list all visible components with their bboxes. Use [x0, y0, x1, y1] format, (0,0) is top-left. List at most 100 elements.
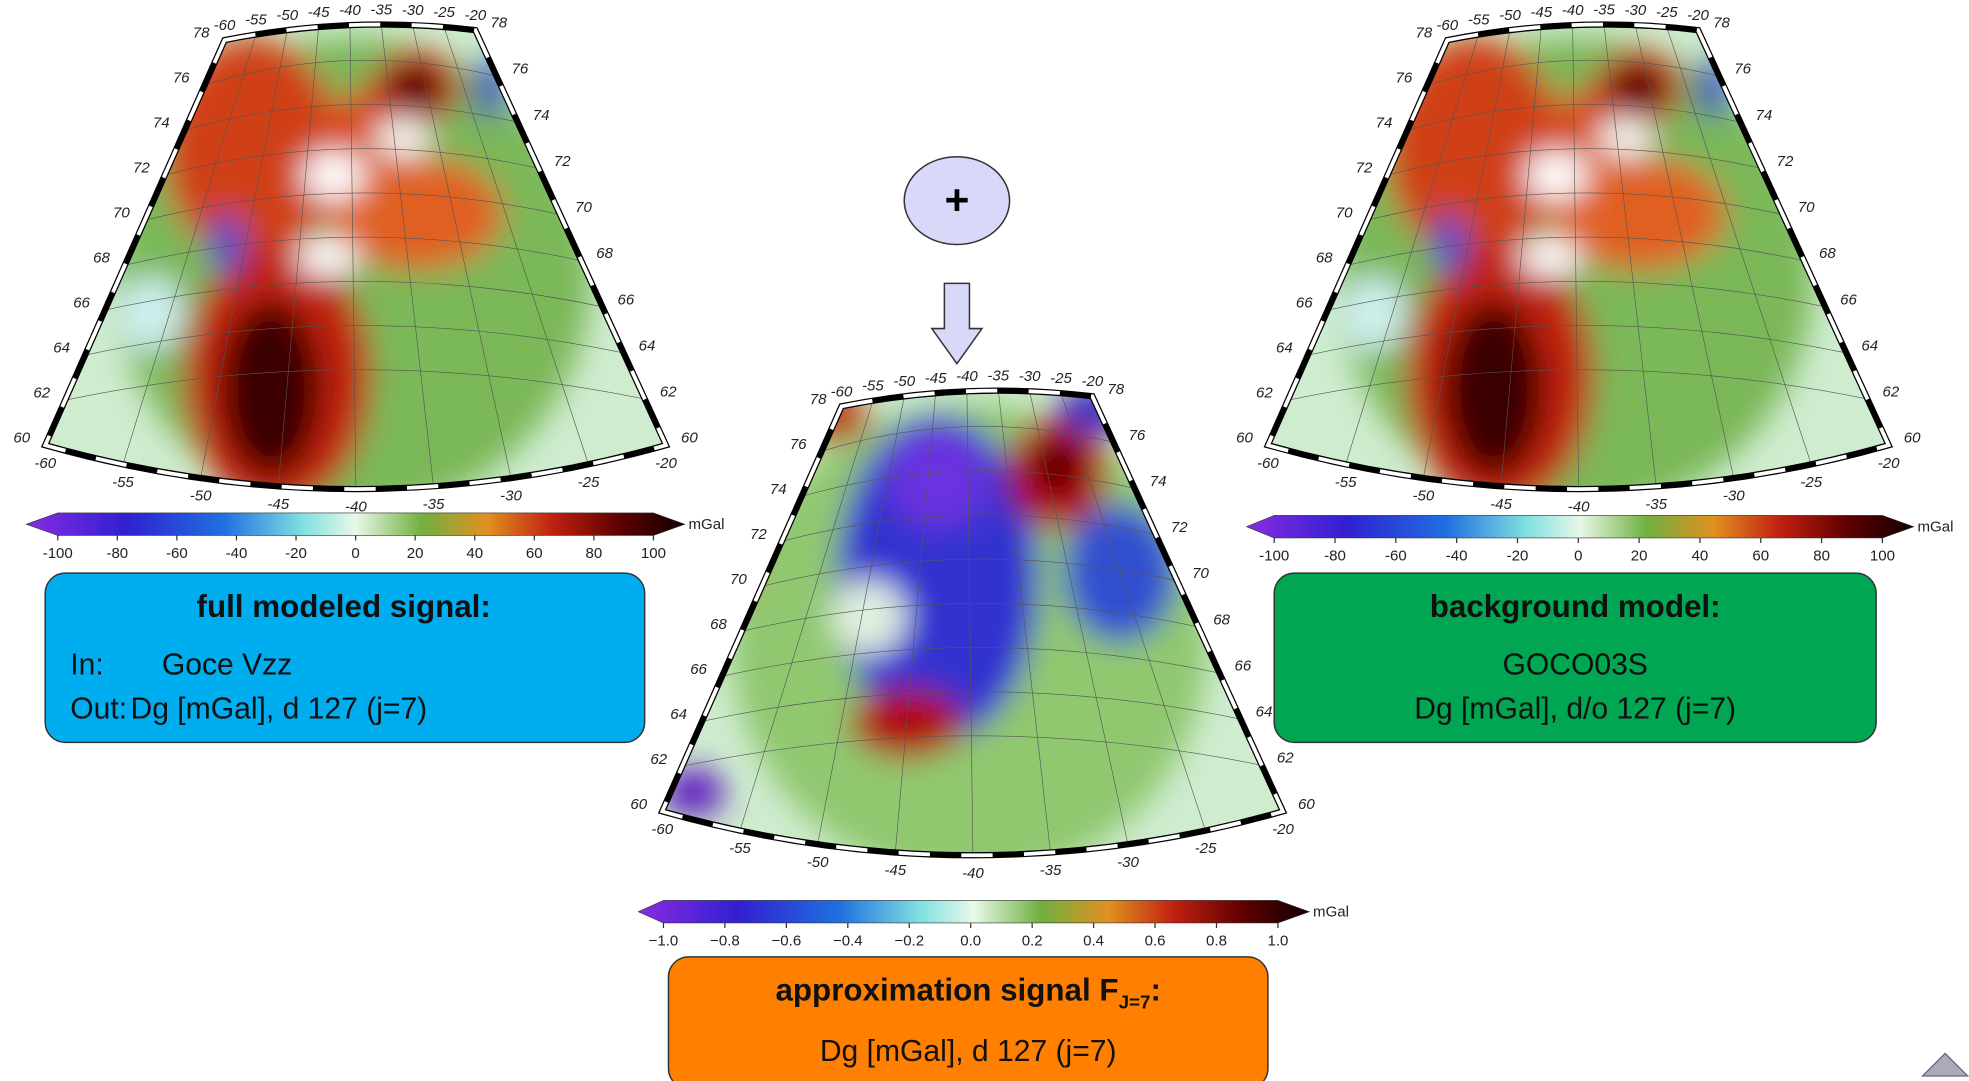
lat-label: 76	[512, 61, 529, 78]
lon-label: -30	[500, 488, 522, 505]
lat-label: 64	[1276, 340, 1293, 357]
lat-label: 68	[1316, 250, 1333, 267]
lon-label: -35	[987, 368, 1009, 385]
colorbar-tick-label: 60	[1752, 548, 1769, 565]
colorbar-tick-label: 0.0	[960, 933, 981, 950]
lon-label: -45	[1530, 4, 1552, 21]
field-blob	[832, 579, 907, 654]
lat-label: 60	[1904, 430, 1921, 447]
colorbar-tick-label: -80	[1324, 548, 1346, 565]
lon-label: -50	[1499, 7, 1521, 24]
title-subscript: J=7	[1119, 991, 1151, 1012]
lat-label: 62	[1277, 750, 1294, 767]
lat-label: 64	[1861, 337, 1878, 354]
lat-label: 68	[596, 245, 613, 262]
colorbar-tick-label: 80	[585, 545, 602, 562]
colorbar-tick-label: −0.8	[710, 933, 740, 950]
lat-label: 76	[1734, 61, 1751, 78]
lon-label: -20	[1878, 455, 1900, 472]
lon-label: -25	[578, 474, 600, 491]
lat-label: 76	[1396, 70, 1413, 87]
colorbar-tick-label: 20	[1631, 548, 1648, 565]
lon-label: -50	[190, 488, 212, 505]
lon-label: -60	[1257, 455, 1279, 472]
colorbar	[1247, 515, 1914, 538]
box-text: GOCO03S	[1502, 649, 1647, 682]
scroll-icon	[1923, 1053, 1968, 1076]
lat-label: 78	[193, 25, 210, 42]
lat-label: 64	[639, 337, 656, 354]
lon-label: -45	[884, 862, 906, 879]
lon-label: -45	[267, 496, 289, 513]
lat-label: 64	[670, 706, 687, 723]
lat-label: 64	[53, 340, 70, 357]
lon-label: -60	[831, 383, 853, 400]
lat-label: 66	[1840, 291, 1857, 308]
lat-label: 76	[790, 436, 807, 453]
field-blob	[375, 118, 430, 158]
lon-label: -45	[925, 370, 947, 387]
lon-label: -40	[1568, 499, 1590, 516]
lon-label: -30	[1624, 2, 1646, 19]
title-text: approximation signal F	[775, 973, 1118, 1008]
lon-label: -55	[245, 11, 267, 28]
title-suffix: :	[1150, 973, 1160, 1008]
lat-label: 62	[1256, 385, 1273, 402]
lat-label: 70	[1798, 199, 1815, 216]
map-field-blur	[1337, 38, 1814, 515]
lat-label: 60	[1298, 796, 1315, 813]
colorbar-tick-label: 0.2	[1022, 933, 1043, 950]
lon-label: -35	[1593, 1, 1615, 18]
box-text: Dg [mGal], d/o 127 (j=7)	[1414, 693, 1736, 726]
field-blob	[1443, 301, 1543, 477]
lon-label: -45	[1490, 496, 1512, 513]
lon-label: -25	[1195, 840, 1217, 857]
arrow	[932, 283, 982, 363]
lat-label: 78	[1107, 381, 1124, 398]
lon-label: -60	[1436, 17, 1458, 34]
lat-label: 74	[1150, 473, 1167, 490]
lat-label: 70	[113, 205, 130, 222]
lat-label: 66	[690, 661, 707, 678]
colorbar-unit: mGal	[1918, 519, 1954, 536]
colorbar-tick-label: 0.8	[1206, 933, 1227, 950]
lon-label: -60	[214, 17, 236, 34]
lon-label: -30	[402, 2, 424, 19]
lon-label: -25	[1656, 4, 1678, 21]
lon-label: -25	[1050, 370, 1072, 387]
lat-label: 66	[1296, 295, 1313, 312]
colorbar-tick-label: 60	[526, 545, 543, 562]
colorbar-tick-label: −0.2	[894, 933, 924, 950]
lat-label: 60	[1236, 430, 1253, 447]
colorbar-tick-label: 0.4	[1083, 933, 1104, 950]
colorbar-tick-label: -40	[226, 545, 248, 562]
lon-label: -40	[956, 368, 978, 385]
lat-label: 68	[93, 250, 110, 267]
colorbar-tick-label: -60	[1385, 548, 1407, 565]
lat-label: 62	[660, 384, 677, 401]
box-text: Dg [mGal], d 127 (j=7)	[130, 693, 427, 726]
lat-label: 64	[1256, 704, 1273, 721]
field-blob	[120, 276, 183, 351]
lat-label: 66	[617, 291, 634, 308]
colorbar-tick-label: 100	[1870, 548, 1895, 565]
lat-label: 60	[13, 430, 30, 447]
colorbar-tick-label: -20	[285, 545, 307, 562]
lon-label: -20	[655, 455, 677, 472]
lon-label: -30	[1019, 368, 1041, 385]
lon-label: -25	[433, 4, 455, 21]
lon-label: -40	[339, 2, 361, 19]
lat-label: 70	[1336, 205, 1353, 222]
colorbar-tick-label: −0.4	[833, 933, 863, 950]
lat-label: 68	[1819, 245, 1836, 262]
colorbar-tick-label: 1.0	[1267, 933, 1288, 950]
colorbar-tick-label: 0	[1574, 548, 1582, 565]
lat-label: 70	[575, 199, 592, 216]
lon-label: -35	[370, 1, 392, 18]
lat-label: 74	[153, 115, 170, 132]
lon-label: -45	[308, 4, 330, 21]
lon-label: -20	[1272, 821, 1294, 838]
colorbar-unit: mGal	[689, 516, 725, 533]
lon-label: -40	[1562, 2, 1584, 19]
field-blob	[888, 429, 988, 529]
